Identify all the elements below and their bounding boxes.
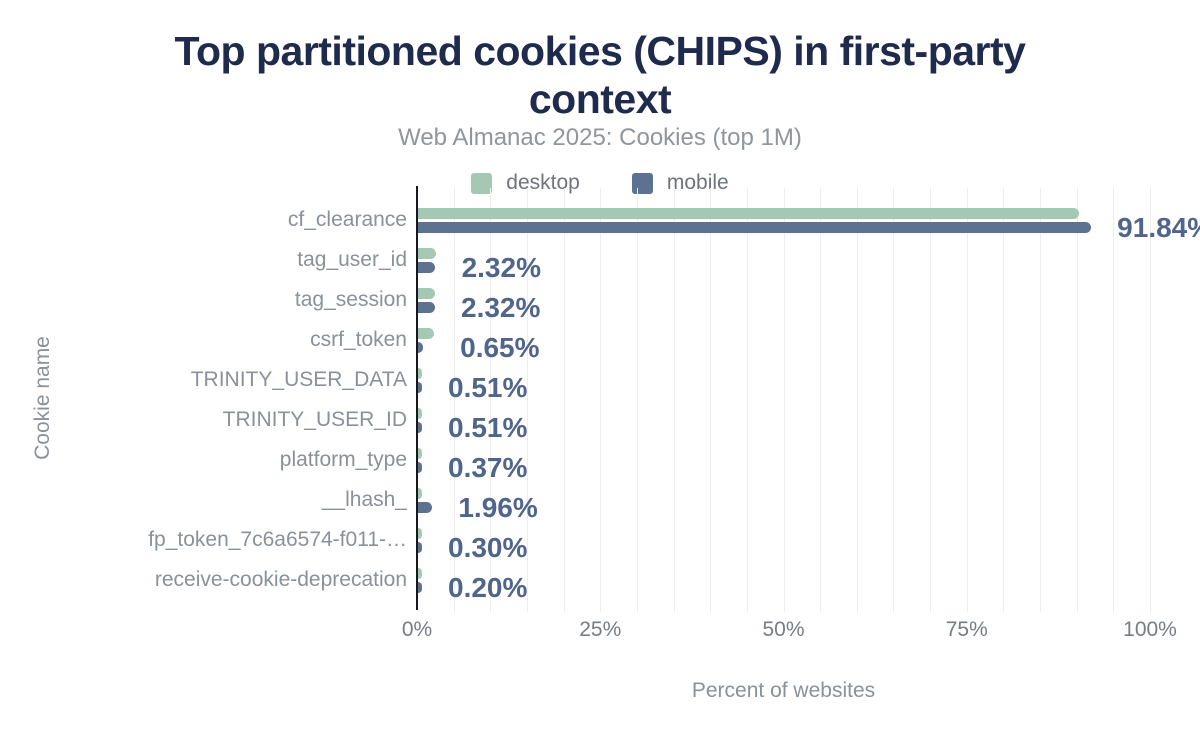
value-label: 1.96% [458,492,538,523]
x-tick-label: 75% [945,618,988,641]
category-label: fp_token_7c6a6574-f011-… [148,528,407,551]
category-label: TRINITY_USER_DATA [190,368,407,391]
bar-desktop [418,208,1080,219]
bar-desktop [418,448,422,459]
gridline [783,188,785,612]
bar-desktop [418,528,422,539]
x-axis-title: Percent of websites [691,679,876,702]
x-tick-label: 50% [762,618,805,641]
legend-label-mobile: mobile [666,171,729,194]
gridline [1113,188,1115,612]
x-tick-label: 100% [1123,618,1177,641]
gridline [600,188,602,612]
value-label: 0.51% [448,412,528,443]
gridline [1040,188,1042,612]
bar-mobile [418,462,422,473]
bar-desktop [418,248,436,259]
category-label: __lhash_ [321,488,407,511]
bar-desktop [418,368,422,379]
bar-mobile [418,262,435,273]
gridline [526,188,528,612]
bar-desktop [418,568,422,579]
category-label: TRINITY_USER_ID [222,408,407,431]
value-label: 0.30% [448,532,528,563]
bar-desktop [418,488,422,499]
gridline [1003,188,1005,612]
bar-desktop [418,288,435,299]
gridline [490,188,492,612]
legend-item-desktop: desktop [471,171,580,195]
gridline [820,188,822,612]
value-label: 0.65% [460,332,540,363]
bar-mobile [418,502,433,513]
legend-swatch-desktop [471,172,493,194]
bar-mobile [418,222,1092,233]
gridline [1150,188,1151,612]
y-axis-line [416,186,418,610]
legend-label-desktop: desktop [506,171,580,194]
gridline [673,188,675,612]
x-tick-label: 25% [579,618,622,641]
value-label: 0.51% [448,372,528,403]
gridline [746,188,748,612]
category-label: csrf_token [310,328,407,351]
legend-item-mobile: mobile [631,171,729,195]
bar-mobile [418,422,422,433]
gridline [930,188,932,612]
gridline [636,188,638,612]
bar-desktop [418,408,422,419]
gridline [1076,188,1078,612]
value-label: 0.37% [448,452,528,483]
gridline [453,188,455,612]
bar-mobile [418,382,422,393]
x-tick-label: 0% [401,618,433,641]
bar-mobile [418,542,422,553]
bar-mobile [418,302,435,313]
value-label: 2.32% [461,252,541,283]
value-label: 0.20% [448,572,528,603]
gridline [966,188,968,612]
bar-desktop [418,328,435,339]
category-label: platform_type [279,448,407,471]
chart-title: Top partitioned cookies (CHIPS) in first… [174,28,1026,122]
chart-subtitle: Web Almanac 2025: Cookies (top 1M) [398,124,802,151]
gridline [563,188,565,612]
gridline [856,188,858,612]
gridline [893,188,895,612]
category-label: cf_clearance [287,208,407,231]
category-label: receive-cookie-deprecation [154,568,407,591]
y-axis-title: Cookie name [31,336,54,460]
category-label: tag_session [294,288,407,311]
bar-mobile [418,582,422,593]
legend-swatch-mobile [631,172,653,194]
category-label: tag_user_id [297,248,407,271]
value-label: 2.32% [461,292,541,323]
value-label: 91.84% [1117,212,1200,243]
gridline [710,188,712,612]
bar-mobile [418,342,423,353]
